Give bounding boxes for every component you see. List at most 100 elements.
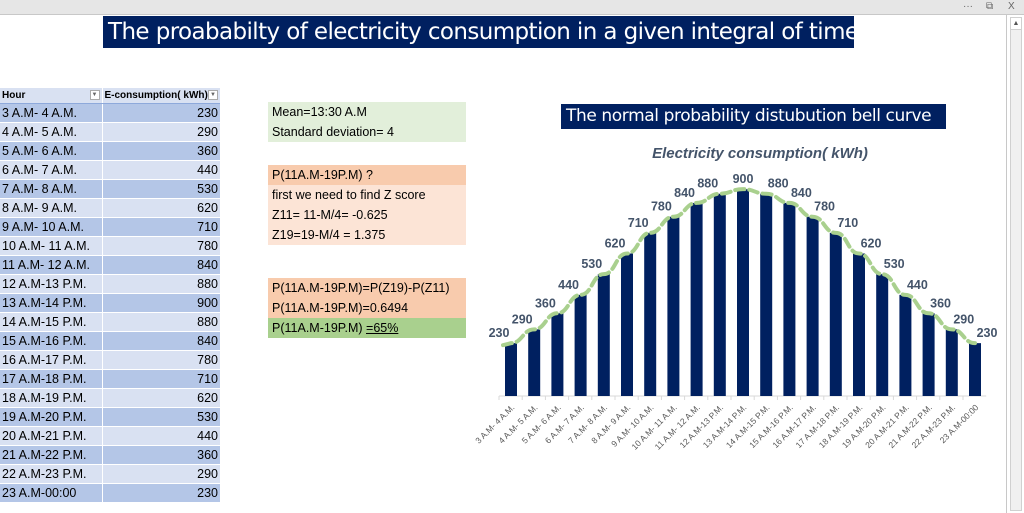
bar-9[interactable] [713,193,726,396]
hour-cell[interactable]: 4 A.M- 5 A.M. [0,122,103,142]
final-result-cell[interactable]: P(11A.M-19P.M) =65% [268,318,466,338]
consumption-cell[interactable]: 880 [102,312,220,332]
consumption-cell[interactable]: 710 [102,369,220,389]
bar-15[interactable] [853,253,865,396]
step-cell[interactable]: first we need to find Z score [268,185,466,205]
hour-cell[interactable]: 5 A.M- 6 A.M. [0,141,103,161]
filter-dropdown-icon[interactable]: ▼ [89,90,100,100]
table-row: 14 A.M-15 P.M. 880 [0,312,220,332]
hour-cell[interactable]: 6 A.M- 7 A.M. [0,160,103,180]
hour-cell[interactable]: 10 A.M- 11 A.M. [0,236,103,256]
data-label-4: 530 [581,257,602,271]
hour-cell[interactable]: 14 A.M-15 P.M. [0,312,103,332]
hour-cell[interactable]: 15 A.M-16 P.M. [0,331,103,351]
bar-3[interactable] [574,294,587,396]
table-row: 8 A.M- 9 A.M. 620 [0,198,220,218]
hour-cell[interactable]: 8 A.M- 9 A.M. [0,198,103,218]
consumption-cell[interactable]: 620 [102,388,220,408]
table-row: 20 A.M-21 P.M. 440 [0,426,220,446]
bar-17[interactable] [899,294,912,396]
table-row: 3 A.M- 4 A.M. 230 [0,103,220,123]
hour-cell[interactable]: 16 A.M-17 P.M. [0,350,103,370]
table-row: 22 A.M-23 P.M. 290 [0,464,220,484]
consumption-cell[interactable]: 360 [102,445,220,465]
bar-5[interactable] [621,253,633,396]
consumption-cell[interactable]: 290 [102,464,220,484]
bar-6[interactable] [644,232,657,396]
consumption-cell[interactable]: 440 [102,160,220,180]
vertical-scrollbar[interactable]: ▲ [1010,17,1022,511]
table-row: 17 A.M-18 P.M. 710 [0,369,220,389]
mean-cell[interactable]: Mean=13:30 A.M [268,102,466,122]
hour-cell[interactable]: 19 A.M-20 P.M. [0,407,103,427]
consumption-cell[interactable]: 530 [102,179,220,199]
hour-cell[interactable]: 22 A.M-23 P.M. [0,464,103,484]
bar-11[interactable] [760,193,773,396]
consumption-cell[interactable]: 620 [102,198,220,218]
data-label-11: 880 [768,177,789,191]
bar-8[interactable] [690,202,703,396]
close-icon[interactable]: X [1008,1,1015,12]
consumption-cell[interactable]: 530 [102,407,220,427]
more-options-icon[interactable]: ··· [963,1,973,12]
hour-cell[interactable]: 12 A.M-13 P.M. [0,274,103,294]
bar-12[interactable] [783,202,796,396]
hour-cell[interactable]: 13 A.M-14 P.M. [0,293,103,313]
consumption-cell[interactable]: 840 [102,331,220,351]
consumption-cell[interactable]: 780 [102,350,220,370]
bar-18[interactable] [922,313,935,396]
bar-0[interactable] [505,343,517,396]
scroll-up-arrow-icon[interactable]: ▲ [1011,18,1021,30]
main-title: The proababilty of electricity consumpti… [103,16,866,48]
consumption-cell[interactable]: 230 [102,103,220,123]
consumption-cell[interactable]: 230 [102,483,220,503]
zscore-box: P(11A.M-19P.M) ? first we need to find Z… [268,165,466,245]
hour-cell[interactable]: 21 A.M-22 P.M. [0,445,103,465]
data-label-2: 360 [535,296,556,310]
value-cell[interactable]: P(11A.M-19P.M)=0.6494 [268,298,466,318]
hour-cell[interactable]: 17 A.M-18 P.M. [0,369,103,389]
consumption-cell[interactable]: 290 [102,122,220,142]
bar-7[interactable] [667,216,680,396]
consumption-cell[interactable]: 780 [102,236,220,256]
bar-1[interactable] [528,329,541,396]
bar-20[interactable] [969,343,981,396]
data-label-17: 440 [907,278,928,292]
consumption-cell[interactable]: 840 [102,255,220,275]
question-cell[interactable]: P(11A.M-19P.M) ? [268,165,466,185]
hour-cell[interactable]: 20 A.M-21 P.M. [0,426,103,446]
hour-cell[interactable]: 9 A.M- 10 A.M. [0,217,103,237]
data-label-16: 530 [884,257,905,271]
filter-dropdown-icon[interactable]: ▼ [208,90,218,100]
bar-16[interactable] [876,274,889,396]
hour-cell[interactable]: 7 A.M- 8 A.M. [0,179,103,199]
z19-cell[interactable]: Z19=19-M/4 = 1.375 [268,225,466,245]
data-label-1: 290 [512,312,533,326]
hour-cell[interactable]: 18 A.M-19 P.M. [0,388,103,408]
bar-19[interactable] [945,329,958,396]
data-label-13: 780 [814,200,835,214]
bar-10[interactable] [737,189,749,396]
bar-14[interactable] [829,232,842,396]
z11-cell[interactable]: Z11= 11-M/4= -0.625 [268,205,466,225]
data-label-0: 230 [489,326,510,340]
consumption-cell[interactable]: 710 [102,217,220,237]
bar-4[interactable] [597,274,610,396]
bar-2[interactable] [551,313,564,396]
consumption-cell[interactable]: 880 [102,274,220,294]
consumption-cell[interactable]: 360 [102,141,220,161]
std-cell[interactable]: Standard deviation= 4 [268,122,466,142]
table-row: 4 A.M- 5 A.M. 290 [0,122,220,142]
hour-cell[interactable]: 23 A.M-00:00 [0,483,103,503]
restore-icon[interactable]: ⧉ [986,1,994,12]
final-result-prefix: P(11A.M-19P.M) [272,321,367,335]
formula-cell[interactable]: P(11A.M-19P.M)=P(Z19)-P(Z11) [268,278,466,298]
consumption-cell[interactable]: 900 [102,293,220,313]
bar-13[interactable] [806,216,819,396]
consumption-cell[interactable]: 440 [102,426,220,446]
hour-cell[interactable]: 11 A.M- 12 A.M. [0,255,103,275]
bell-curve-trendline [501,187,977,348]
hour-cell[interactable]: 3 A.M- 4 A.M. [0,103,103,123]
data-label-3: 440 [558,278,579,292]
